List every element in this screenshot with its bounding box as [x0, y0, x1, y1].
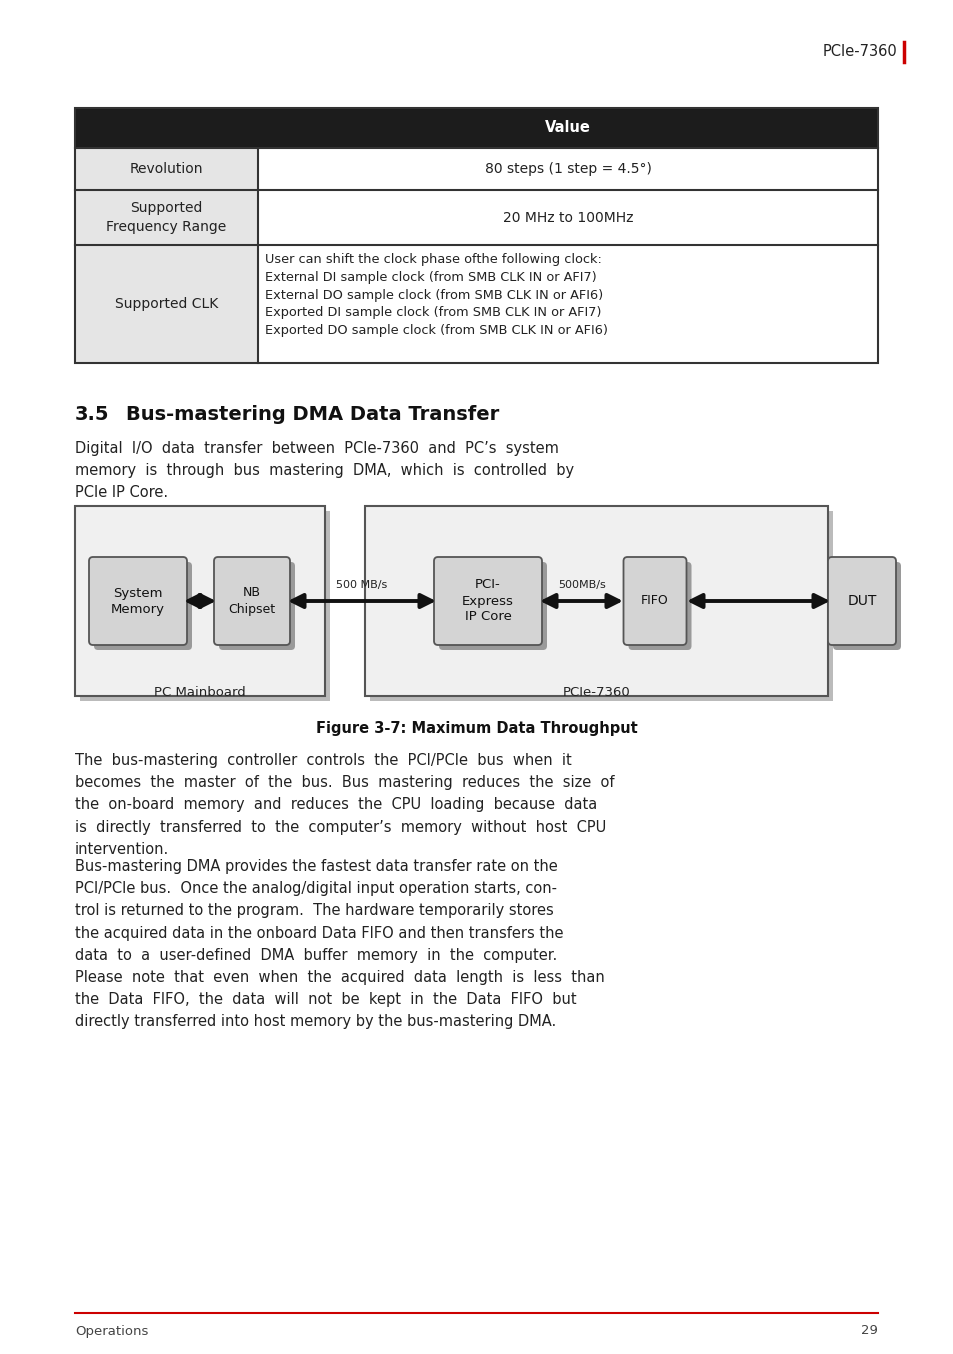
Text: Revolution: Revolution	[130, 162, 203, 176]
Bar	[75, 245, 257, 363]
Text: 29: 29	[861, 1324, 877, 1338]
Text: Supported
Frequency Range: Supported Frequency Range	[107, 202, 227, 234]
Text: System
Memory: System Memory	[111, 586, 165, 616]
Text: Figure 3-7: Maximum Data Throughput: Figure 3-7: Maximum Data Throughput	[315, 720, 637, 737]
Text: Bus-mastering DMA provides the fastest data transfer rate on the
PCI/PCIe bus.  : Bus-mastering DMA provides the fastest d…	[75, 858, 604, 1029]
Bar	[365, 506, 827, 696]
FancyBboxPatch shape	[219, 562, 294, 650]
Text: PCI-
Express
IP Core: PCI- Express IP Core	[461, 578, 514, 623]
Text: Value: Value	[544, 121, 590, 135]
FancyBboxPatch shape	[434, 556, 541, 645]
Bar	[75, 190, 257, 245]
FancyBboxPatch shape	[623, 556, 686, 645]
Text: NB
Chipset: NB Chipset	[228, 586, 275, 616]
FancyBboxPatch shape	[832, 562, 900, 650]
FancyBboxPatch shape	[628, 562, 691, 650]
Bar	[75, 148, 257, 190]
FancyBboxPatch shape	[89, 556, 187, 645]
Bar	[257, 148, 877, 190]
Bar	[75, 108, 877, 363]
Bar	[80, 510, 330, 701]
Text: 3.5: 3.5	[75, 405, 110, 424]
FancyBboxPatch shape	[213, 556, 290, 645]
Bar	[370, 510, 832, 701]
FancyBboxPatch shape	[827, 556, 895, 645]
Text: 80 steps (1 step = 4.5°): 80 steps (1 step = 4.5°)	[484, 162, 651, 176]
Bar	[75, 108, 877, 148]
Text: Operations: Operations	[75, 1324, 149, 1338]
Text: 20 MHz to 100MHz: 20 MHz to 100MHz	[502, 210, 633, 225]
FancyBboxPatch shape	[94, 562, 192, 650]
Text: FIFO: FIFO	[640, 594, 668, 608]
Text: Supported CLK: Supported CLK	[114, 297, 218, 311]
Text: PCIe-7360: PCIe-7360	[562, 686, 630, 699]
Text: PCIe-7360: PCIe-7360	[821, 45, 896, 60]
Bar	[75, 506, 325, 696]
Bar	[257, 190, 877, 245]
Text: DUT: DUT	[846, 594, 876, 608]
Text: Digital  I/O  data  transfer  between  PCIe-7360  and  PC’s  system
memory  is  : Digital I/O data transfer between PCIe-7…	[75, 441, 574, 501]
Text: Bus-mastering DMA Data Transfer: Bus-mastering DMA Data Transfer	[126, 405, 498, 424]
Text: 500 MB/s: 500 MB/s	[336, 580, 387, 590]
Bar	[257, 245, 877, 363]
Text: 500MB/s: 500MB/s	[558, 580, 605, 590]
FancyBboxPatch shape	[438, 562, 546, 650]
Text: User can shift the clock phase ofthe following clock:
External DI sample clock (: User can shift the clock phase ofthe fol…	[265, 253, 607, 337]
Text: The  bus-mastering  controller  controls  the  PCI/PCIe  bus  when  it
becomes  : The bus-mastering controller controls th…	[75, 753, 614, 857]
Text: PC Mainboard: PC Mainboard	[154, 686, 246, 699]
